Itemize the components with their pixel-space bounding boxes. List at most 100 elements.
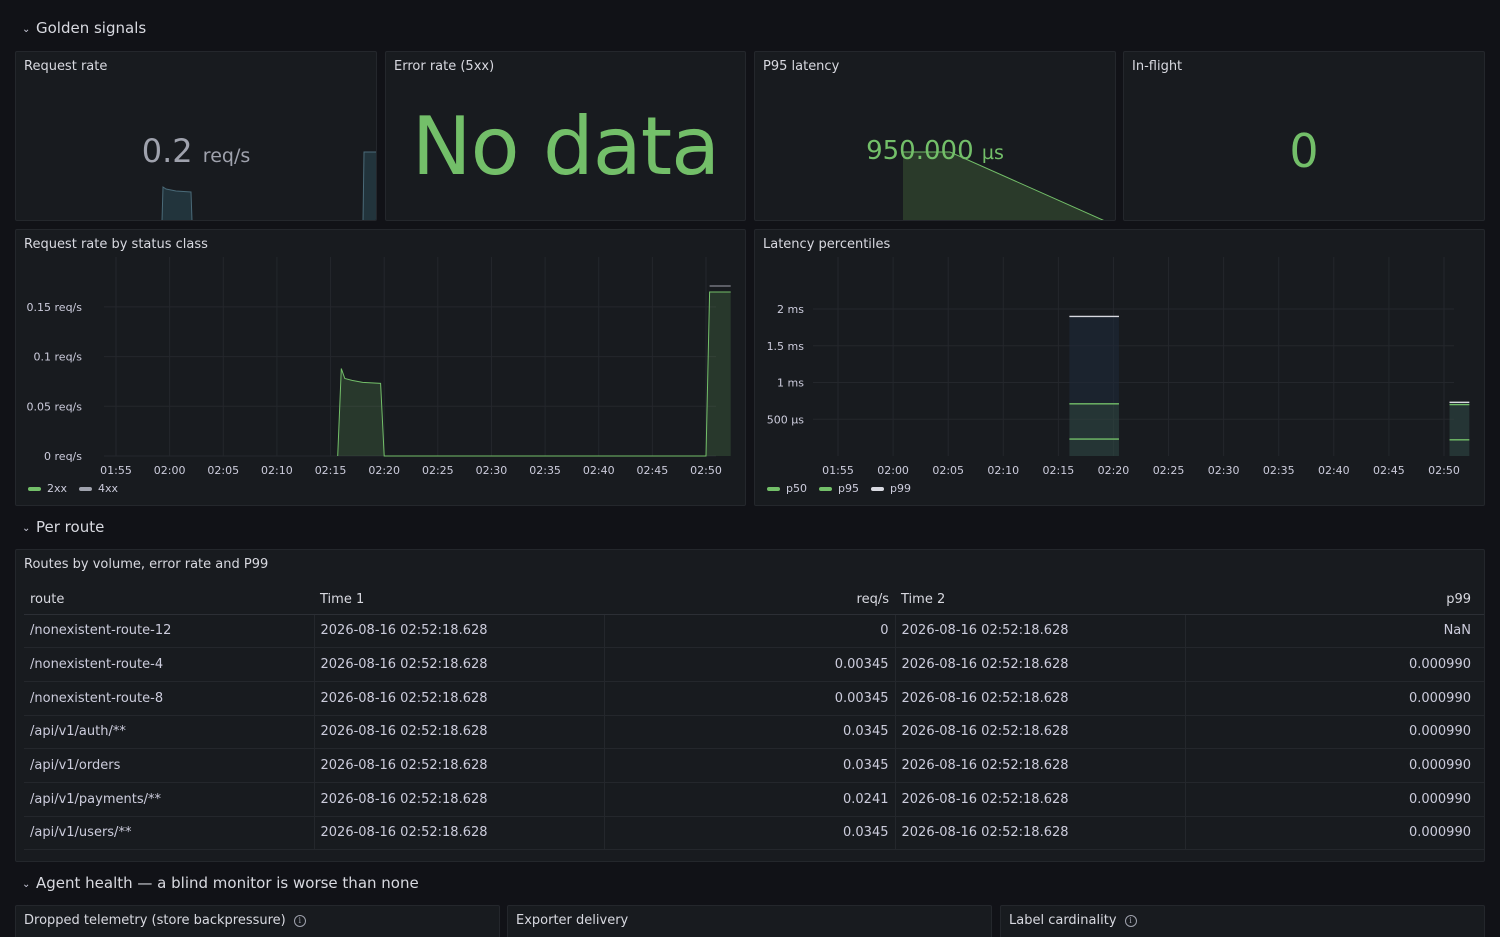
table-cell-time-2: 2026-08-16 02:52:18.628 (895, 816, 1186, 851)
table-cell-p99: NaN (1185, 614, 1484, 649)
row-golden-signals[interactable]: ⌄ Golden signals (22, 19, 146, 37)
table-cell-time-1: 2026-08-16 02:52:18.628 (314, 715, 605, 750)
x-tick-label: 02:00 (877, 464, 909, 477)
column-header-time1[interactable]: Time 1 (314, 586, 604, 615)
bar-p99 (1449, 402, 1470, 456)
x-tick-label: 02:45 (1373, 464, 1405, 477)
table-cell-route: /api/v1/payments/** (24, 782, 315, 817)
panel-title: Exporter delivery (516, 913, 628, 928)
latency-chart: 01:55 02:00 02:05 02:10 02:15 02:20 02:25 02:30… (767, 257, 1470, 477)
table-cell-time-1: 2026-08-16 02:52:18.628 (314, 647, 605, 682)
x-tick-label: 02:20 (1098, 464, 1130, 477)
bar-p95 (1449, 404, 1470, 456)
table-cell-time-2: 2026-08-16 02:52:18.628 (895, 614, 1186, 649)
panel-exporter-delivery[interactable]: Exporter delivery (507, 905, 992, 937)
legend-item-p50[interactable]: p50 (767, 482, 807, 495)
x-tick-label: 02:00 (154, 464, 186, 477)
panel-title: Error rate (5xx) (394, 59, 495, 74)
table-row[interactable]: /nonexistent-route-12 2026-08-16 02:52:18… (24, 614, 1484, 649)
panel-title-text: Exporter delivery (516, 913, 629, 928)
panel-title: Request rate by status class (24, 237, 208, 252)
table-cell-req-s: 0.00345 (604, 647, 896, 682)
panel-request-rate[interactable]: Request rate 0.2 req/s (15, 51, 377, 221)
table-row[interactable]: /nonexistent-route-4 2026-08-16 02:52:18.… (24, 647, 1484, 682)
legend-item-p99[interactable]: p99 (870, 482, 911, 495)
row-title: Per route (36, 518, 105, 536)
x-tick-label: 01:55 (822, 464, 854, 477)
table-row[interactable]: /api/v1/users/** 2026-08-16 02:52:18.628 0… (24, 816, 1484, 851)
panel-latency-percentiles[interactable]: Latency percentiles 01:55 02:00 02:05 02:10… (754, 229, 1485, 506)
sparkline (903, 151, 1104, 220)
table-cell-time-2: 2026-08-16 02:52:18.628 (895, 715, 1186, 750)
table-cell-time-2: 2026-08-16 02:52:18.628 (895, 782, 1186, 817)
x-tick-label: 02:05 (207, 464, 239, 477)
table-cell-route: /api/v1/auth/** (24, 715, 315, 750)
legend-swatch (79, 486, 93, 491)
x-tick-label: 01:55 (100, 464, 132, 477)
table-cell-req-s: 0.0345 (604, 748, 896, 783)
table-row[interactable]: /api/v1/auth/** 2026-08-16 02:52:18.628 0.… (24, 715, 1484, 750)
column-header-route[interactable]: route (24, 586, 314, 615)
row-agent-health[interactable]: ⌄ Agent health — a blind monitor is wors… (22, 874, 419, 892)
table-row[interactable]: /api/v1/payments/** 2026-08-16 02:52:18.6… (24, 782, 1484, 817)
table-cell-req-s: 0.0241 (604, 782, 896, 817)
chevron-down-icon: ⌄ (22, 23, 31, 35)
table-cell-p99: 0.000990 (1185, 748, 1484, 783)
table-cell-route: /nonexistent-route-8 (24, 681, 315, 716)
y-tick-label: 0.05 req/s (27, 400, 83, 413)
info-icon[interactable]: i (293, 914, 306, 927)
series-line-2xx (337, 291, 731, 457)
chevron-down-icon: ⌄ (22, 522, 31, 534)
row-title: Agent health — a blind monitor is worse … (36, 874, 419, 892)
y-tick-label: 2 ms (777, 303, 804, 316)
legend-swatch (870, 486, 884, 491)
x-tick-label: 02:30 (476, 464, 508, 477)
x-tick-label: 02:45 (637, 464, 669, 477)
legend-label: p95 (837, 482, 859, 495)
y-tick-label: 500 µs (767, 413, 804, 426)
y-tick-label: 1 ms (777, 377, 804, 390)
table-row[interactable]: /nonexistent-route-8 2026-08-16 02:52:18.… (24, 681, 1484, 716)
panel-p95-latency[interactable]: P95 latency 950.000 µs (754, 51, 1116, 221)
table-cell-time-1: 2026-08-16 02:52:18.628 (314, 782, 605, 817)
table-row[interactable]: /api/v1/orders 2026-08-16 02:52:18.628 0.0… (24, 748, 1484, 783)
panel-label-cardinality[interactable]: Label cardinality i (1000, 905, 1485, 937)
legend-item-4xx[interactable]: 4xx (79, 482, 118, 495)
table-cell-time-1: 2026-08-16 02:52:18.628 (314, 614, 605, 649)
y-tick-label: 0.15 req/s (27, 301, 83, 314)
column-header-reqs[interactable]: req/s (604, 586, 895, 615)
legend-swatch (767, 486, 780, 491)
stat-value: 0 (1289, 124, 1319, 178)
table-cell-p99: 0.000990 (1185, 647, 1484, 682)
panel-request-rate-by-status[interactable]: Request rate by status class 01:55 02:00 0… (15, 229, 746, 506)
table-cell-req-s: 0.00345 (604, 681, 896, 716)
table-cell-route: /nonexistent-route-12 (24, 614, 315, 649)
row-per-route[interactable]: ⌄ Per route (22, 518, 104, 536)
panel-routes-table[interactable]: Routes by volume, error rate and P99 rou… (15, 549, 1485, 862)
bar-p95 (1069, 403, 1119, 456)
panel-title: Request rate (24, 59, 108, 74)
table-cell-p99: 0.000990 (1185, 715, 1484, 750)
table-cell-route: /api/v1/users/** (24, 816, 315, 851)
legend-item-2xx[interactable]: 2xx (28, 482, 67, 495)
table-cell-time-1: 2026-08-16 02:52:18.628 (314, 681, 605, 716)
table-cell-time-2: 2026-08-16 02:52:18.628 (895, 647, 1186, 682)
column-header-p99[interactable]: p99 (1185, 586, 1484, 615)
panel-error-rate[interactable]: Error rate (5xx) No data (385, 51, 746, 221)
table-cell-req-s: 0.0345 (604, 715, 896, 750)
stat-value: 0.2 req/s (141, 132, 251, 170)
column-header-time2[interactable]: Time 2 (895, 586, 1185, 615)
panel-in-flight[interactable]: In-flight 0 (1123, 51, 1485, 221)
x-tick-label: 02:15 (1043, 464, 1075, 477)
table-cell-time-1: 2026-08-16 02:52:18.628 (314, 748, 605, 783)
chart-legend: p50 p95 p99 (767, 482, 911, 495)
x-tick-label: 02:40 (583, 464, 615, 477)
info-icon[interactable]: i (1124, 914, 1137, 927)
legend-label: p50 (786, 482, 807, 495)
legend-item-p95[interactable]: p95 (818, 482, 859, 495)
panel-title-text: Label cardinality (1009, 913, 1117, 928)
no-data-value: No data (411, 100, 720, 193)
x-tick-label: 02:25 (422, 464, 454, 477)
x-tick-label: 02:15 (315, 464, 347, 477)
panel-dropped-telemetry[interactable]: Dropped telemetry (store backpressure) i (15, 905, 500, 937)
